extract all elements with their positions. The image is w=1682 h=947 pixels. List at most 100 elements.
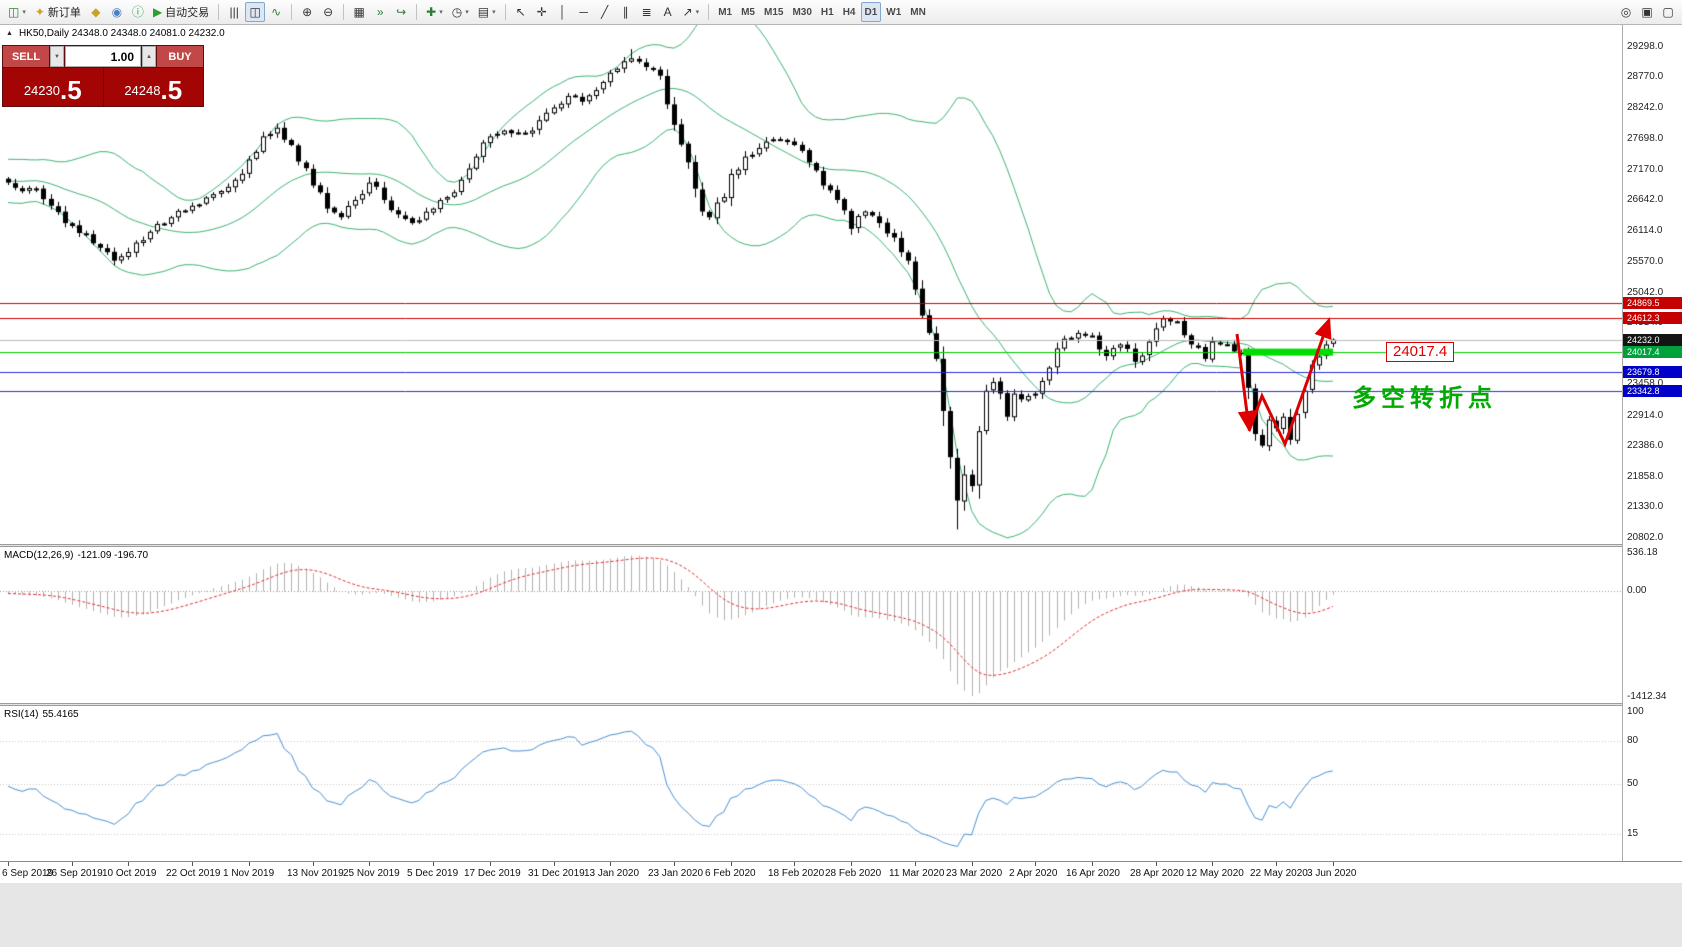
- time-axis-label: 10 Oct 2019: [102, 868, 157, 879]
- time-axis-tick: [731, 862, 732, 866]
- buy-button[interactable]: BUY: [157, 46, 203, 67]
- chart-window: ▲ HK50,Daily 24348.0 24348.0 24081.0 242…: [0, 25, 1682, 883]
- time-axis-tick: [490, 862, 491, 866]
- pane-separator[interactable]: [0, 544, 1682, 547]
- new-window-button-icon: ▣: [1641, 5, 1653, 19]
- price-axis[interactable]: 29298.0 28770.0 28242.0 27698.0 27170.0 26642…: [1622, 25, 1682, 861]
- price-badge: 24612.3: [1623, 311, 1682, 324]
- time-axis-label: 5 Dec 2019: [407, 868, 459, 879]
- buy-price-button[interactable]: 24248.5: [103, 68, 203, 106]
- macd-axis-label: 0.00: [1627, 585, 1647, 597]
- price-axis-label: 27698.0: [1627, 133, 1664, 145]
- trendline-button[interactable]: ╱: [595, 2, 615, 22]
- macd-values: -121.09 -196.70: [77, 550, 149, 561]
- sell-price-big: .5: [59, 75, 82, 105]
- volume-increase-button[interactable]: ▲: [142, 46, 156, 67]
- cursor-button[interactable]: ↖: [511, 2, 531, 22]
- indicators-button[interactable]: ✚ ▾: [422, 2, 447, 22]
- timeframe-d1[interactable]: D1: [860, 2, 882, 22]
- toolbar-separator: [218, 4, 220, 20]
- time-axis-tick: [433, 862, 434, 866]
- zoom-out-button[interactable]: ⊖: [318, 2, 338, 22]
- chart-shift-button[interactable]: ↪: [391, 2, 411, 22]
- bar-chart-button[interactable]: |||: [224, 2, 244, 22]
- rsi-header: RSI(14) 55.4165: [4, 709, 83, 720]
- window-list-button[interactable]: ▢: [1658, 2, 1678, 22]
- chart-profiles-button-icon: ◆: [91, 5, 101, 19]
- channel-button[interactable]: ∥: [616, 2, 636, 22]
- pane-separator[interactable]: [0, 703, 1682, 706]
- price-axis-label: 29298.0: [1627, 40, 1664, 52]
- trendline-button-icon: ╱: [600, 5, 609, 19]
- tile-windows-button[interactable]: ▦: [349, 2, 369, 22]
- crosshair-button[interactable]: ✛: [532, 2, 552, 22]
- line-chart-button-icon: ∿: [271, 5, 282, 19]
- data-window-button[interactable]: ⓘ: [128, 2, 148, 22]
- price-badge: 23342.8: [1623, 385, 1682, 398]
- buy-price-big: .5: [160, 75, 183, 105]
- chart-profiles-button[interactable]: ◆: [86, 2, 106, 22]
- chevron-down-icon: ▾: [22, 9, 26, 16]
- navigator-button[interactable]: ◉: [107, 2, 127, 22]
- timeframe-w1[interactable]: W1: [882, 2, 905, 22]
- time-axis-tick: [794, 862, 795, 866]
- chart-shift-button-icon: ↪: [396, 5, 407, 19]
- sell-price-button[interactable]: 24230.5: [3, 68, 103, 106]
- time-axis-tick: [554, 862, 555, 866]
- time-axis-tick: [8, 862, 9, 866]
- arrows-button[interactable]: ↗ ▾: [679, 2, 704, 22]
- vertical-line-button[interactable]: │: [553, 2, 573, 22]
- rsi-axis-label: 15: [1627, 827, 1639, 839]
- text-button-icon: A: [663, 5, 672, 19]
- time-axis-label: 13 Nov 2019: [287, 868, 344, 879]
- time-axis[interactable]: 6 Sep 2019 26 Sep 2019 10 Oct 2019 22 Oct 2…: [0, 861, 1682, 883]
- time-axis-label: 6 Feb 2020: [705, 868, 756, 879]
- price-badge: 24232.0: [1623, 333, 1682, 346]
- time-axis-tick: [192, 862, 193, 866]
- time-axis-tick: [249, 862, 250, 866]
- volume-input[interactable]: 1.00: [65, 46, 141, 67]
- sell-button[interactable]: SELL: [3, 46, 49, 67]
- volume-decrease-button[interactable]: ▼: [50, 46, 64, 67]
- time-axis-label: 3 Jun 2020: [1307, 868, 1357, 879]
- templates-button[interactable]: ▤ ▾: [474, 2, 500, 22]
- price-axis-label: 26114.0: [1627, 224, 1663, 236]
- zoom-in-button-icon: ⊕: [302, 5, 313, 19]
- zoom-in-button[interactable]: ⊕: [297, 2, 317, 22]
- timeframe-m1[interactable]: M1: [714, 2, 736, 22]
- timeframe-mn[interactable]: MN: [906, 2, 930, 22]
- line-chart-button[interactable]: ∿: [266, 2, 286, 22]
- timeframe-h4[interactable]: H4: [839, 2, 860, 22]
- autotrade-button[interactable]: ▶ 自动交易: [149, 2, 213, 22]
- timeframe-h1[interactable]: H1: [817, 2, 838, 22]
- time-axis-label: 13 Jan 2020: [584, 868, 640, 879]
- fibonacci-button[interactable]: ≣: [637, 2, 657, 22]
- periods-button-icon: ◷: [451, 5, 463, 19]
- text-button[interactable]: A: [658, 2, 678, 22]
- turning-point-note[interactable]: 多空转折点: [1352, 385, 1497, 412]
- price-chart-canvas[interactable]: [0, 25, 1622, 544]
- timeframe-m30[interactable]: M30: [788, 2, 815, 22]
- new-chart-button[interactable]: ◫ ▾: [4, 2, 30, 22]
- macd-pane-canvas[interactable]: [0, 547, 1622, 703]
- new-order-button[interactable]: ✦ 新订单: [31, 2, 85, 22]
- navigator-button-icon: ◉: [111, 5, 123, 19]
- search-button[interactable]: ◎: [1616, 2, 1636, 22]
- periods-button[interactable]: ◷ ▾: [448, 2, 473, 22]
- timeframe-m5[interactable]: M5: [737, 2, 759, 22]
- rsi-pane-canvas[interactable]: [0, 706, 1622, 861]
- time-axis-label: 25 Nov 2019: [343, 868, 400, 879]
- price-annotation-label[interactable]: 24017.4: [1386, 342, 1455, 362]
- auto-scroll-button[interactable]: »: [370, 2, 390, 22]
- macd-axis-label: -1412.34: [1627, 691, 1667, 702]
- new-window-button[interactable]: ▣: [1637, 2, 1657, 22]
- autotrade-button-icon: ▶: [152, 5, 163, 19]
- price-axis-label: 25570.0: [1627, 256, 1664, 268]
- time-axis-label: 23 Mar 2020: [946, 868, 1003, 879]
- time-axis-label: 22 May 2020: [1250, 868, 1308, 879]
- horizontal-line-button[interactable]: ─: [574, 2, 594, 22]
- timeframe-m15[interactable]: M15: [760, 2, 787, 22]
- time-axis-tick: [313, 862, 314, 866]
- candlestick-chart-button[interactable]: ◫: [245, 2, 266, 22]
- time-axis-label: 12 May 2020: [1186, 868, 1244, 879]
